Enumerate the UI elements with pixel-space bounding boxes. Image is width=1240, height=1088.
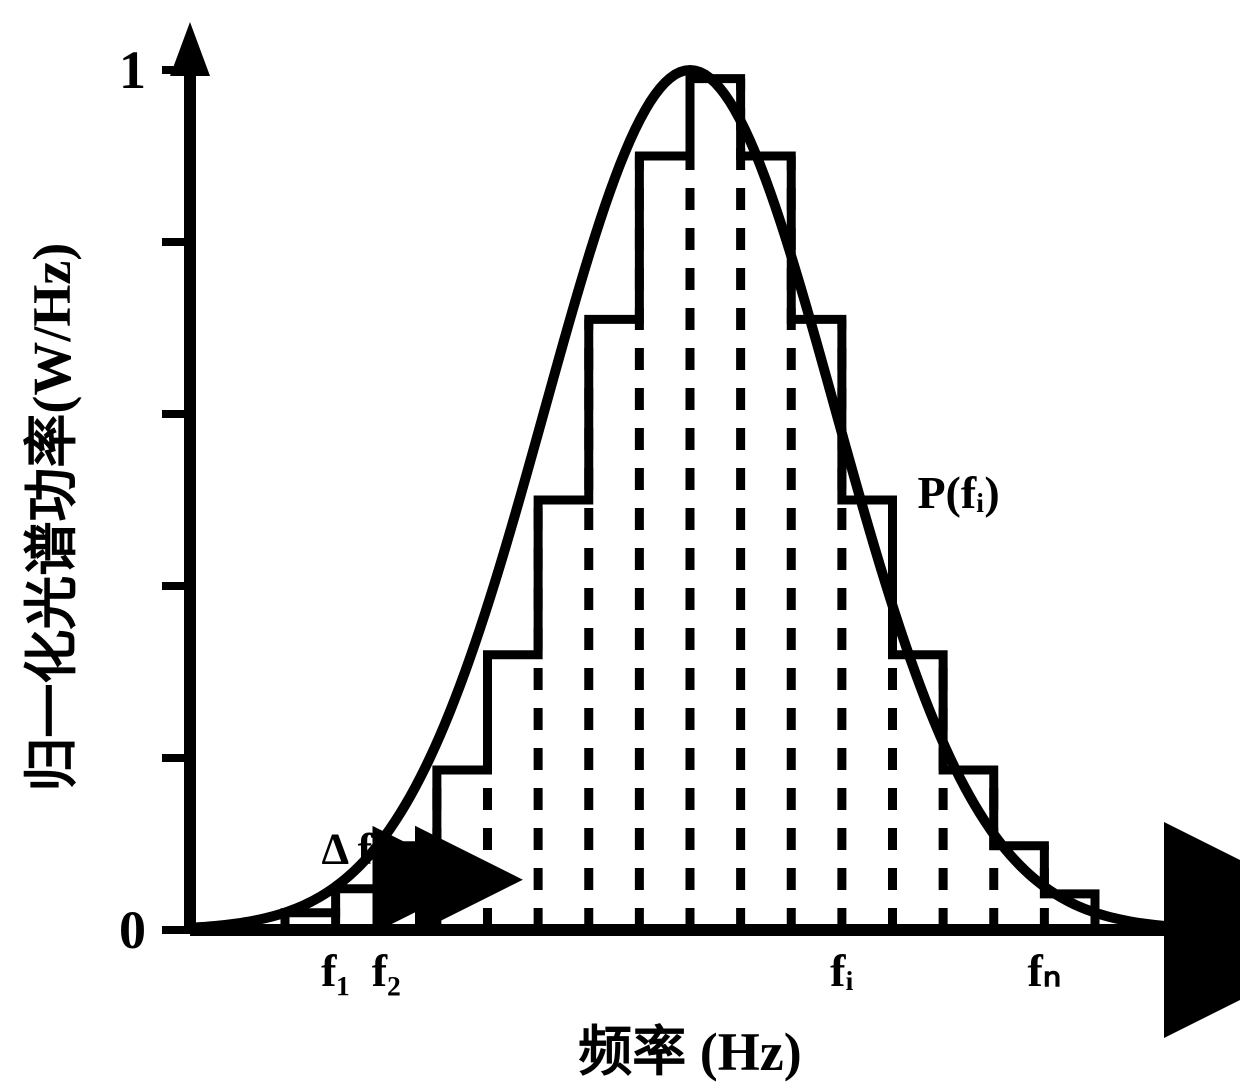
x-label-fn: fₙ — [1028, 945, 1062, 996]
x-label-f2: f₂ — [372, 945, 401, 996]
x-label-f1: f₁ — [321, 945, 350, 996]
chart-svg: 0 1 归一化光谱功率(W/Hz) f₁ f₂ fᵢ fₙ 频率 (Hz) Δ f P(fᵢ) — [0, 0, 1240, 1088]
x-label-fi: fᵢ — [830, 945, 853, 996]
y-tick-label: 1 — [119, 40, 146, 100]
p-fi-label: P(fᵢ) — [917, 467, 999, 518]
delta-f-label: Δ f — [321, 825, 373, 874]
figure-container: 0 1 归一化光谱功率(W/Hz) f₁ f₂ fᵢ fₙ 频率 (Hz) Δ f P(fᵢ) — [0, 0, 1240, 1088]
x-axis-label: 频率 (Hz) — [578, 1022, 801, 1082]
y-axis-label: 归一化光谱功率(W/Hz) — [22, 243, 82, 792]
y-tick-label: 0 — [119, 900, 146, 960]
